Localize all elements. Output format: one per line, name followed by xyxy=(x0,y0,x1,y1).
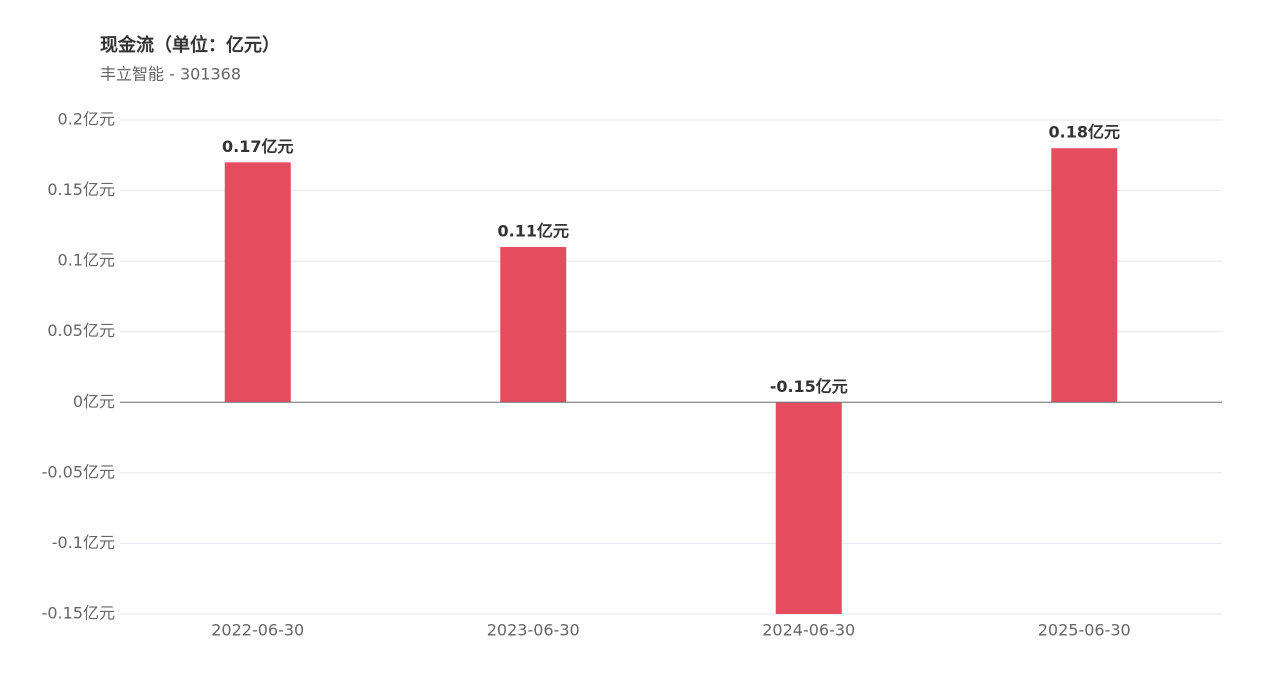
y-tick-label: 0.05亿元 xyxy=(47,321,115,340)
x-tick-label: 2023-06-30 xyxy=(487,621,580,640)
bar xyxy=(775,402,842,614)
bar xyxy=(1051,148,1118,403)
x-tick-label: 2025-06-30 xyxy=(1038,621,1131,640)
y-tick-label: -0.05亿元 xyxy=(42,462,115,481)
y-tick-label: -0.1亿元 xyxy=(52,533,115,552)
chart-title: 现金流（单位：亿元） xyxy=(100,34,280,56)
value-label: 0.17亿元 xyxy=(222,137,293,156)
x-tick-label: 2024-06-30 xyxy=(762,621,855,640)
bar xyxy=(500,247,567,403)
y-tick-label: 0.1亿元 xyxy=(58,251,115,270)
chart-subtitle: 丰立智能 - 301368 xyxy=(100,65,241,84)
y-tick-label: 0.2亿元 xyxy=(58,110,115,129)
x-tick-label: 2022-06-30 xyxy=(211,621,304,640)
value-label: 0.11亿元 xyxy=(498,222,569,241)
value-label: 0.18亿元 xyxy=(1049,123,1120,142)
value-label: -0.15亿元 xyxy=(770,377,848,396)
y-tick-label: -0.15亿元 xyxy=(42,604,115,623)
y-tick-label: 0亿元 xyxy=(73,392,115,411)
y-tick-label: 0.15亿元 xyxy=(47,180,115,199)
bar xyxy=(224,162,291,403)
